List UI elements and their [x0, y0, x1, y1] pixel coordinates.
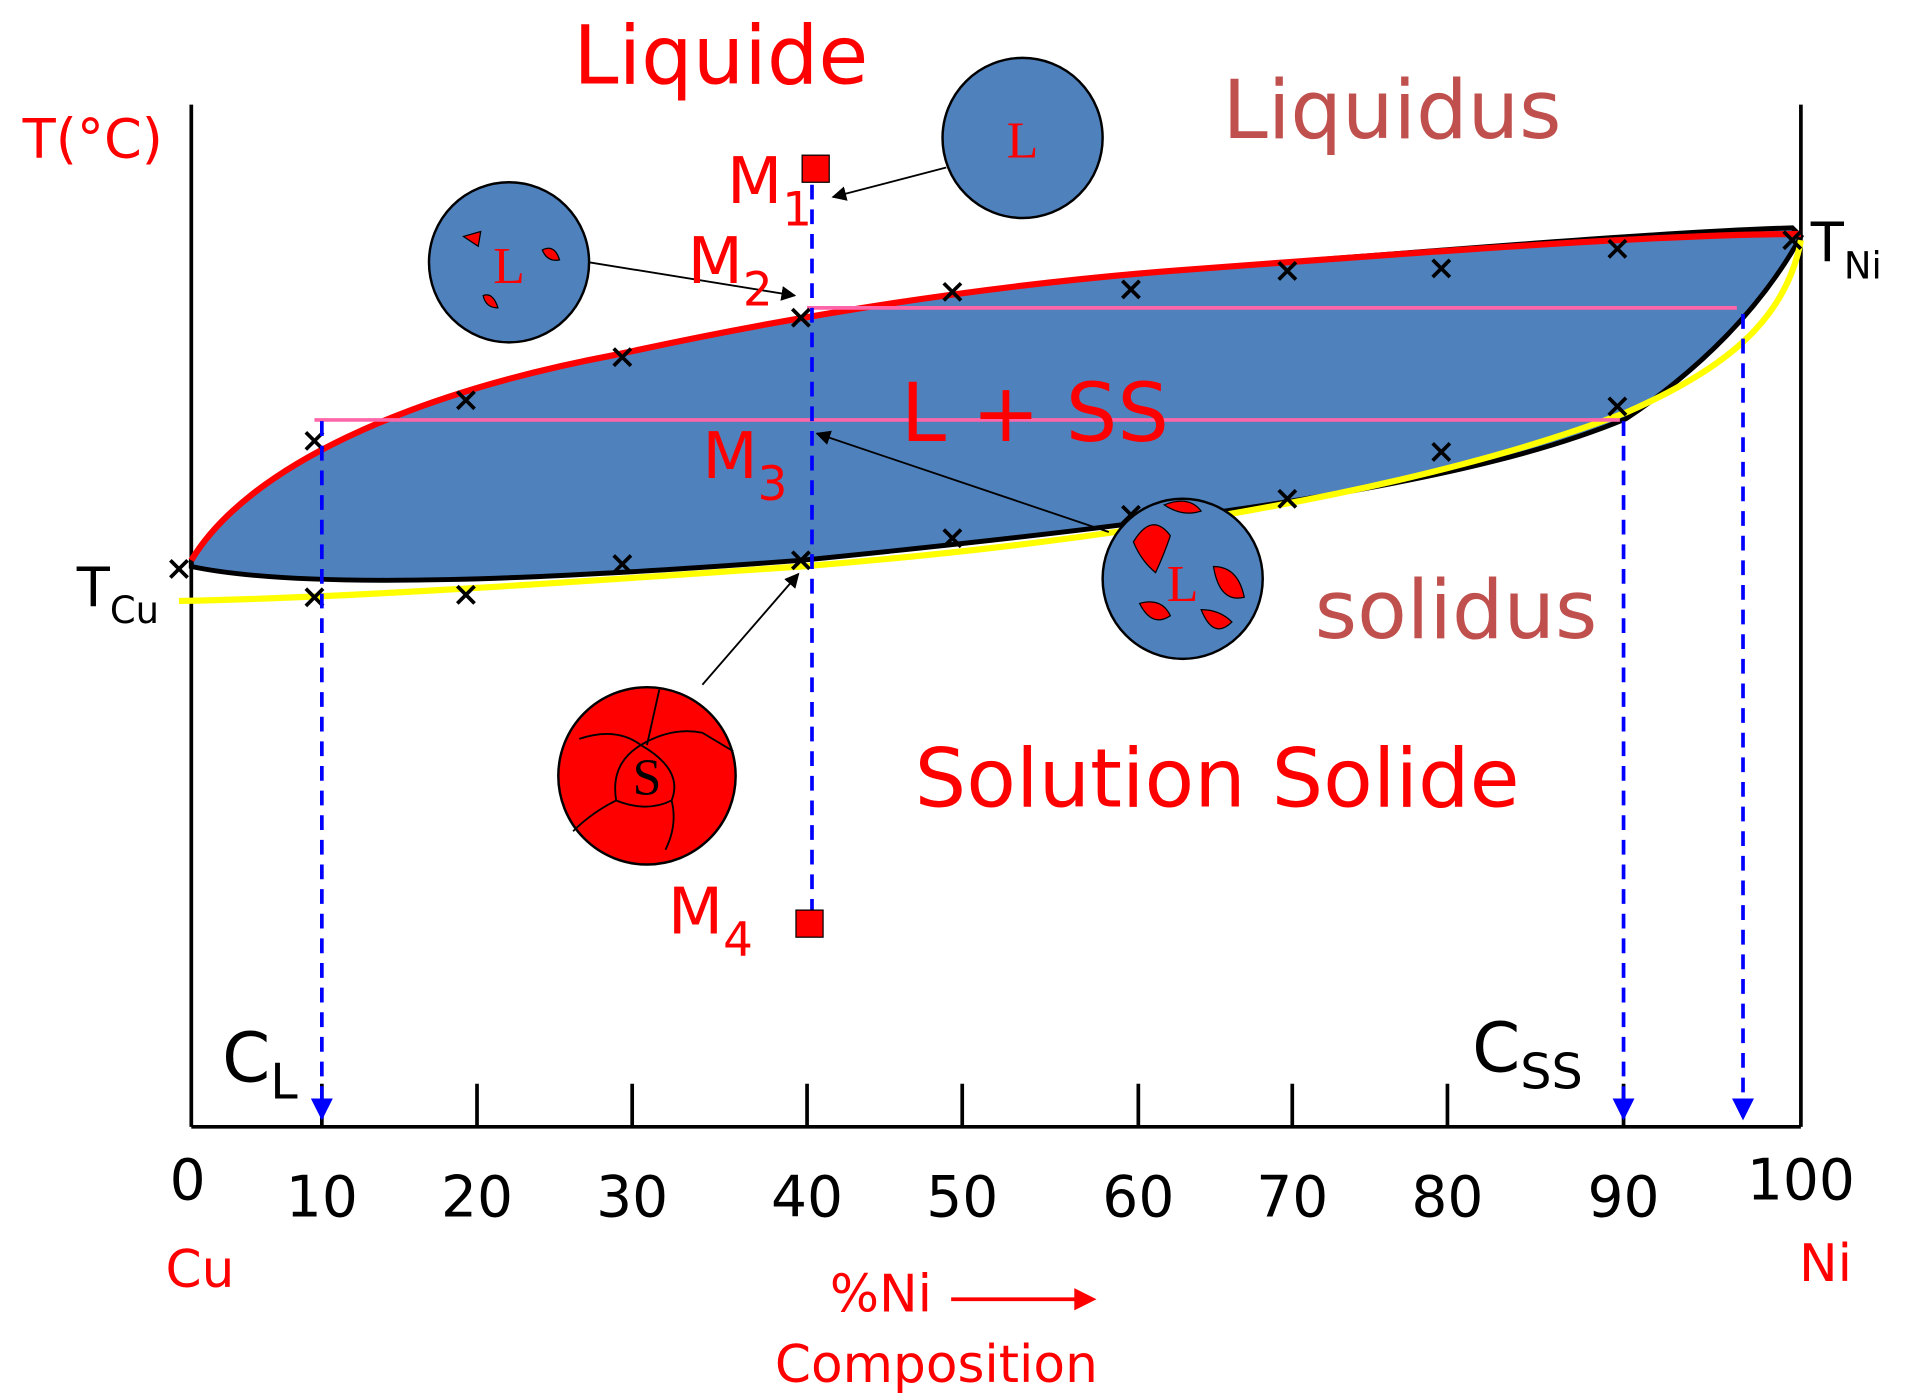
circle-part	[941, 56, 1104, 220]
x-tick-label: 30	[596, 1165, 668, 1231]
tspan-part: C	[222, 1018, 270, 1098]
cross	[1431, 442, 1452, 462]
x-tick-label: 100	[1747, 1147, 1855, 1213]
x-tick-label: 70	[1256, 1165, 1328, 1231]
path-part	[462, 230, 561, 309]
composition-label: CL	[222, 1018, 298, 1110]
line-part	[701, 572, 800, 686]
point-label: M1	[727, 145, 812, 237]
x-end-label: Ni	[1799, 1234, 1852, 1294]
cross	[1277, 261, 1298, 281]
temperature-label: TCu	[76, 556, 159, 632]
projection-lines	[310, 184, 1755, 1121]
two-phase-label: L + SS	[901, 367, 1169, 461]
tspan-part: SS	[1520, 1043, 1583, 1101]
x-axis-label: %Ni	[830, 1265, 932, 1325]
tspan-part: 1	[782, 183, 812, 237]
cross	[790, 550, 811, 571]
cross	[612, 554, 633, 574]
microstructure-solid: S	[557, 685, 737, 866]
tspan-part: 3	[758, 458, 788, 512]
cross	[456, 584, 476, 605]
tspan-part: Cu	[110, 589, 159, 632]
cross	[942, 528, 963, 549]
tie-lines	[314, 306, 1737, 422]
tspan-part: L	[270, 1053, 298, 1111]
tspan-part: 2	[743, 263, 773, 317]
x-tick-label: 0	[170, 1147, 206, 1213]
cross	[942, 281, 963, 302]
point-m1	[801, 154, 830, 183]
line-part	[831, 166, 947, 201]
text-part: L	[1007, 113, 1039, 170]
cross	[612, 347, 633, 368]
x-axis-arrowhead	[1074, 1288, 1097, 1311]
x-tick-label: 60	[1102, 1165, 1174, 1231]
path-part	[1132, 500, 1245, 630]
cross	[790, 307, 811, 328]
microstructure-liquid: L	[941, 56, 1104, 220]
cross	[1277, 488, 1298, 509]
liquid-region-label: Liquide	[573, 10, 868, 104]
point-label: M2	[688, 225, 773, 317]
x-start-label: Cu	[165, 1240, 234, 1300]
cross	[169, 559, 189, 579]
tspan-part: M	[727, 145, 782, 219]
point-label: M3	[702, 420, 787, 512]
line-part	[815, 430, 1110, 533]
cross	[456, 390, 476, 411]
cross	[1782, 230, 1803, 251]
tspan-part: 4	[723, 914, 753, 968]
tspan-part: M	[702, 420, 757, 494]
liquidus-curve	[188, 230, 1801, 562]
microstructure-growth: L	[1101, 497, 1264, 661]
x-tick-label: 10	[286, 1165, 358, 1231]
liquidus-label: Liquidus	[1223, 64, 1562, 158]
text-part: L	[493, 238, 525, 295]
composition-label: CSS	[1472, 1008, 1583, 1100]
tspan-part: M	[688, 225, 743, 299]
cross	[1607, 238, 1628, 259]
solid-region-label: Solution Solide	[915, 733, 1520, 827]
tspan-part: C	[1472, 1008, 1520, 1088]
cross	[1607, 396, 1628, 417]
temperature-label: TNi	[1810, 211, 1882, 287]
path-part	[572, 689, 734, 851]
ticks: 0 10 20 30 40 50 60 70 80 90 100	[170, 1083, 1855, 1231]
tspan-part: T	[76, 556, 111, 619]
tspan-part: M	[668, 875, 723, 949]
measured-points	[169, 230, 1803, 608]
tspan-part: T	[1810, 211, 1845, 274]
x-tick-label: 90	[1588, 1165, 1660, 1231]
x-tick-label: 40	[771, 1165, 843, 1231]
point-label: M4	[668, 875, 753, 967]
arrows	[588, 166, 1110, 686]
line-part	[588, 261, 797, 301]
microstructure-nucleation: L	[427, 181, 591, 344]
cross	[1121, 279, 1141, 300]
tspan-part: Ni	[1844, 244, 1882, 287]
point-m4	[795, 909, 824, 938]
text-part: S	[633, 749, 662, 806]
x-tick-label: 50	[926, 1165, 998, 1231]
x-tick-label: 20	[441, 1165, 513, 1231]
y-axis-label: T(°C)	[22, 108, 163, 171]
axes	[189, 104, 1803, 1129]
cross	[1431, 258, 1452, 279]
solidus-label: solidus	[1315, 564, 1598, 658]
text-part: L	[1167, 556, 1199, 613]
x-axis-caption: Composition	[775, 1335, 1098, 1395]
x-tick-label: 80	[1411, 1165, 1483, 1231]
